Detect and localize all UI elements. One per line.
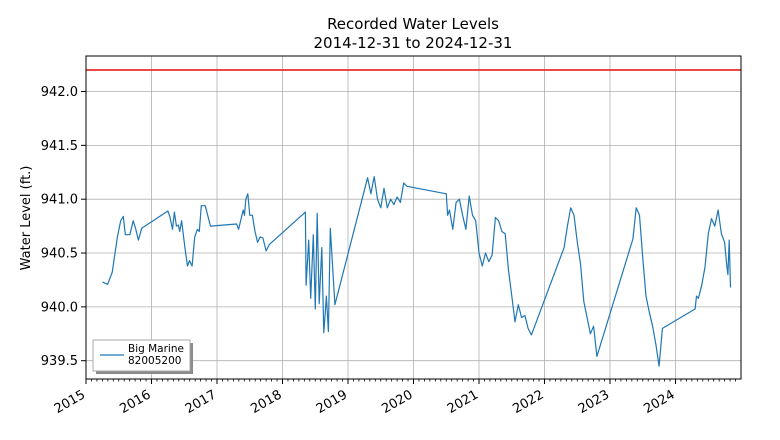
y-axis-label: Water Level (ft.) [19, 166, 34, 271]
x-tick-label: 2023 [576, 387, 612, 417]
legend: Big Marine 82005200 [92, 339, 193, 374]
x-tick-label: 2018 [248, 387, 284, 417]
y-tick-label: 939.5 [41, 354, 78, 369]
x-tick-label: 2015 [52, 387, 88, 417]
y-tick-label: 941.0 [41, 193, 78, 208]
chart-title: Recorded Water Levels [327, 15, 499, 33]
x-tick-label: 2020 [379, 387, 415, 417]
x-tick-label: 2019 [314, 387, 350, 417]
x-tick-label: 2024 [641, 387, 677, 417]
y-tick-label: 942.0 [41, 85, 78, 100]
grid [86, 56, 741, 379]
legend-label-id: 82005200 [128, 355, 181, 367]
x-tick-label: 2016 [117, 387, 153, 417]
y-tick-label: 941.5 [41, 139, 78, 154]
x-tick-label: 2021 [445, 387, 481, 417]
x-tick-label: 2022 [510, 387, 546, 417]
series-line [102, 176, 732, 367]
chart-subtitle: 2014-12-31 to 2024-12-31 [314, 34, 513, 52]
x-tick-label: 2017 [183, 387, 219, 417]
legend-label-name: Big Marine [128, 343, 184, 355]
y-tick-label: 940.5 [41, 247, 78, 262]
series-group [102, 176, 732, 367]
y-tick-label: 940.0 [41, 300, 78, 315]
